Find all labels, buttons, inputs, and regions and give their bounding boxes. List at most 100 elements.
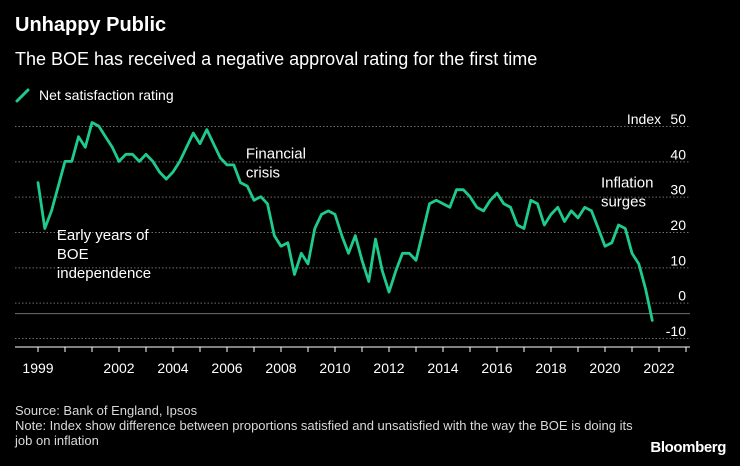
- annotations: Early years of BOE independence Financial cr…: [57, 146, 654, 283]
- data-point: [226, 164, 228, 166]
- data-point: [536, 203, 539, 205]
- data-point: [354, 234, 357, 237]
- data-point: [617, 224, 620, 226]
- data-point: [327, 210, 330, 212]
- annotation: Early years of BOE independence: [57, 227, 151, 282]
- annotation-line: Inflation: [601, 175, 654, 192]
- data-point: [388, 291, 390, 293]
- data-point: [98, 125, 100, 127]
- data-point: [165, 178, 168, 180]
- data-point: [449, 206, 451, 209]
- legend: Net satisfaction rating: [15, 87, 174, 103]
- bloomberg-logo: Bloomberg: [650, 439, 726, 456]
- data-point: [118, 160, 120, 163]
- chart-title: Unhappy Public: [15, 14, 167, 36]
- data-point: [469, 195, 471, 198]
- x-tick-label: 2014: [427, 360, 458, 376]
- annotation-line: Financial: [246, 146, 306, 163]
- annotation-line: Early years of: [57, 227, 150, 244]
- data-point: [125, 153, 127, 156]
- data-point: [496, 192, 498, 194]
- source-text: Source: Bank of England, Ipsos: [15, 403, 198, 418]
- y-tick-label: -10: [666, 323, 686, 339]
- data-point: [428, 203, 431, 205]
- data-point: [530, 199, 532, 202]
- data-point: [266, 203, 269, 205]
- data-point: [584, 206, 586, 209]
- data-point: [280, 245, 282, 247]
- data-point: [179, 160, 181, 163]
- x-tick-label: 2022: [643, 360, 674, 376]
- x-tick-label: 2006: [211, 360, 242, 376]
- x-tick-label: 2020: [589, 360, 620, 376]
- data-point: [401, 252, 404, 255]
- data-point: [395, 270, 397, 272]
- data-point: [611, 241, 613, 244]
- data-point: [219, 157, 222, 159]
- data-point: [57, 185, 60, 187]
- data-point: [651, 319, 654, 322]
- data-point: [482, 210, 485, 212]
- annotation-line: surges: [601, 194, 646, 211]
- data-point: [442, 203, 444, 205]
- data-point: [111, 146, 114, 149]
- series-layer: [36, 121, 654, 322]
- annotation-line: BOE: [57, 246, 89, 263]
- chart-subtitle: The BOE has received a negative approval…: [15, 49, 538, 69]
- series-line-net-satisfaction: [36, 121, 654, 322]
- note-text: Note: Index show difference between prop…: [15, 418, 633, 448]
- legend-label: Net satisfaction rating: [39, 87, 174, 103]
- x-tick-label: 2008: [265, 360, 296, 376]
- data-point: [563, 220, 566, 223]
- data-point: [590, 210, 593, 212]
- data-point: [604, 245, 606, 247]
- x-tick-label: 2018: [535, 360, 566, 376]
- annotation: Inflation surges: [601, 175, 654, 211]
- x-tick-label: 2012: [373, 360, 404, 376]
- data-point: [577, 217, 579, 219]
- data-point: [543, 224, 546, 226]
- data-point: [314, 227, 316, 230]
- data-point: [287, 241, 289, 244]
- annotation: Financial crisis: [246, 146, 306, 182]
- data-point: [489, 199, 492, 202]
- data-point: [246, 185, 249, 187]
- data-point: [631, 252, 633, 255]
- data-point: [192, 132, 195, 134]
- data-point: [408, 252, 411, 255]
- data-point: [64, 160, 66, 163]
- annotation-line: independence: [57, 265, 151, 282]
- y-tick-label: 50: [670, 111, 686, 127]
- data-point: [334, 213, 336, 216]
- data-point: [597, 227, 600, 230]
- data-point: [71, 160, 73, 163]
- data-point: [185, 146, 188, 149]
- data-point: [84, 146, 87, 149]
- data-point: [361, 259, 363, 262]
- data-point: [516, 224, 519, 226]
- data-point: [374, 238, 377, 240]
- data-point: [104, 135, 107, 138]
- data-point: [300, 252, 303, 255]
- data-point: [273, 234, 276, 237]
- data-point: [172, 171, 174, 173]
- data-point: [206, 128, 208, 131]
- grid-layer: [15, 126, 690, 339]
- data-point: [557, 206, 559, 209]
- data-point: [570, 210, 573, 212]
- data-point: [503, 203, 505, 205]
- data-point: [239, 181, 242, 184]
- data-point: [37, 181, 39, 184]
- data-point: [523, 227, 525, 230]
- data-point: [77, 135, 80, 138]
- data-point: [50, 210, 53, 212]
- data-point: [152, 160, 154, 163]
- data-point: [199, 142, 201, 145]
- data-point: [509, 206, 512, 209]
- data-point: [476, 206, 478, 209]
- y-axis: 50 40 30 20 10 0 -10 Index: [627, 111, 686, 339]
- x-tick-label: 2016: [481, 360, 512, 376]
- data-point: [368, 280, 370, 283]
- data-point: [638, 263, 640, 265]
